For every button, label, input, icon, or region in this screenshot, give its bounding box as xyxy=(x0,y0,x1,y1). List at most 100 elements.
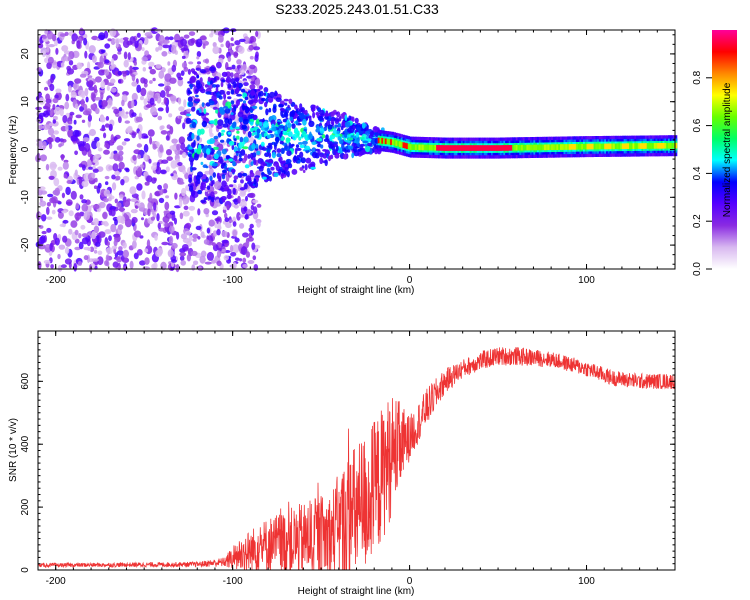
spectrogram-transition-cell xyxy=(245,175,252,182)
spectrogram-noise-cell xyxy=(240,179,244,184)
spectrogram-noise-cell xyxy=(78,176,82,186)
spectrogram-y-tick-label: -10 xyxy=(20,190,31,205)
spectrogram-noise-cell xyxy=(178,198,183,208)
spectrogram-noise-cell xyxy=(249,223,254,229)
spectrogram-transition-cell xyxy=(226,91,231,95)
spectrogram-noise-cell xyxy=(239,223,245,229)
spectrogram-noise-cell xyxy=(249,136,254,144)
spectrogram-transition-cell xyxy=(284,164,289,168)
spectrogram-noise-cell xyxy=(182,200,187,205)
spectrogram-noise-cell xyxy=(159,188,164,195)
spectrogram-transition-cell xyxy=(201,102,205,107)
spectrogram-transition-cell xyxy=(364,145,371,153)
spectrogram-noise-cell xyxy=(36,67,42,72)
spectrogram-noise-cell xyxy=(88,166,93,170)
spectrogram-transition-cell xyxy=(355,132,360,138)
spectrogram-transition-cell xyxy=(279,140,284,145)
spectrogram-noise-cell xyxy=(130,99,135,108)
colorbar-tick-label: 0.8 xyxy=(692,70,703,84)
snr-x-tick-label: 100 xyxy=(578,576,595,587)
spectrogram-transition-cell xyxy=(332,129,338,135)
spectrogram-transition-cell xyxy=(321,133,326,139)
spectrogram-transition-cell xyxy=(276,148,282,154)
spectrogram-noise-cell xyxy=(204,187,208,192)
spectrogram-transition-cell xyxy=(197,189,203,195)
spectrogram-transition-cell xyxy=(284,124,288,131)
spectrogram-noise-cell xyxy=(143,152,148,161)
spectrogram-transition-cell xyxy=(367,138,372,143)
spectrogram-transition-cell xyxy=(298,112,305,120)
spectrogram-noise-cell xyxy=(54,136,61,143)
spectrogram-noise-cell xyxy=(232,244,240,254)
spectrogram-transition-cell xyxy=(213,146,219,150)
spectrogram-noise-cell xyxy=(83,255,89,261)
spectrogram-noise-cell xyxy=(129,36,136,45)
spectrogram-signal-cell xyxy=(501,145,504,151)
spectrogram-signal-cell xyxy=(643,143,646,149)
spectrogram-transition-cell xyxy=(206,148,211,155)
spectrogram-transition-cell xyxy=(311,151,318,159)
spectrogram-transition-cell xyxy=(280,172,285,177)
spectrogram-noise-cell xyxy=(243,82,249,87)
spectrogram-transition-cell xyxy=(249,127,254,132)
spectrogram-transition-cell xyxy=(285,106,291,111)
spectrogram-noise-cell xyxy=(168,225,175,234)
spectrogram-noise-cell xyxy=(168,113,173,118)
spectrogram-noise-cell xyxy=(40,154,47,162)
spectrogram-transition-cell xyxy=(224,165,227,170)
spectrogram-transition-cell xyxy=(315,112,320,116)
spectrogram-transition-cell xyxy=(295,144,300,149)
colorbar: 0.0 0.2 0.4 0.6 0.8 Normalized spectral ampl… xyxy=(692,30,737,276)
spectrogram-noise-cell xyxy=(228,219,233,223)
spectrogram-transition-cell xyxy=(359,136,365,140)
spectrogram-transition-cell xyxy=(266,145,272,149)
spectrogram-transition-cell xyxy=(336,130,340,135)
spectrogram-transition-cell xyxy=(233,179,237,184)
spectrogram-noise-cell xyxy=(143,171,149,177)
spectrogram-signal-cell xyxy=(446,145,449,151)
spectrogram-signal-cell xyxy=(432,144,435,151)
spectrogram-noise-cell xyxy=(118,79,122,84)
spectrogram-noise-cell xyxy=(114,198,119,204)
spectrogram-signal-cell xyxy=(512,145,515,151)
spectrogram-transition-cell xyxy=(257,158,264,164)
spectrogram-noise-cell xyxy=(195,67,201,71)
spectrogram-noise-cell xyxy=(147,201,153,211)
spectrogram-signal-cell xyxy=(545,144,549,151)
spectrogram-noise-cell xyxy=(237,195,241,204)
spectrogram-noise-cell xyxy=(183,205,189,210)
spectrogram-signal-cell xyxy=(471,145,474,151)
spectrogram-noise-cell xyxy=(46,137,54,143)
spectrogram-noise-cell xyxy=(163,96,167,105)
spectrogram-noise-cell xyxy=(238,46,245,54)
spectrogram-noise-cell xyxy=(226,204,230,209)
spectrogram-signal-cell xyxy=(462,145,465,151)
spectrogram-noise-cell xyxy=(178,106,185,112)
spectrogram-transition-cell xyxy=(364,143,368,147)
spectrogram-noise-cell xyxy=(199,255,206,264)
spectrogram-transition-cell xyxy=(297,160,301,164)
spectrogram-noise-cell xyxy=(155,64,162,69)
spectrogram-noise-cell xyxy=(93,185,98,189)
spectrogram-signal-cell xyxy=(667,142,671,149)
spectrogram-transition-cell xyxy=(289,116,294,121)
spectrogram-noise-cell xyxy=(238,214,246,218)
spectrogram-noise-cell xyxy=(125,127,133,134)
spectrogram-noise-cell xyxy=(120,179,125,186)
spectrogram-transition-cell xyxy=(344,114,348,121)
spectrogram-transition-cell xyxy=(332,143,338,147)
spectrogram-noise-cell xyxy=(129,65,133,74)
spectrogram-noise-cell xyxy=(93,225,100,234)
spectrogram-transition-cell xyxy=(247,154,251,159)
spectrogram-transition-cell xyxy=(286,150,292,157)
spectrogram-noise-cell xyxy=(250,204,255,211)
spectrogram-noise-cell xyxy=(118,161,125,170)
spectrogram-noise-cell xyxy=(78,233,82,239)
spectrogram-noise-cell xyxy=(77,89,85,97)
spectrogram-noise-cell xyxy=(177,78,184,87)
spectrogram-noise-cell xyxy=(175,264,180,273)
spectrogram-noise-cell xyxy=(103,198,109,203)
spectrogram-noise-cell xyxy=(178,97,182,105)
spectrogram-noise-cell xyxy=(50,264,54,269)
spectrogram-noise-cell xyxy=(131,73,136,82)
